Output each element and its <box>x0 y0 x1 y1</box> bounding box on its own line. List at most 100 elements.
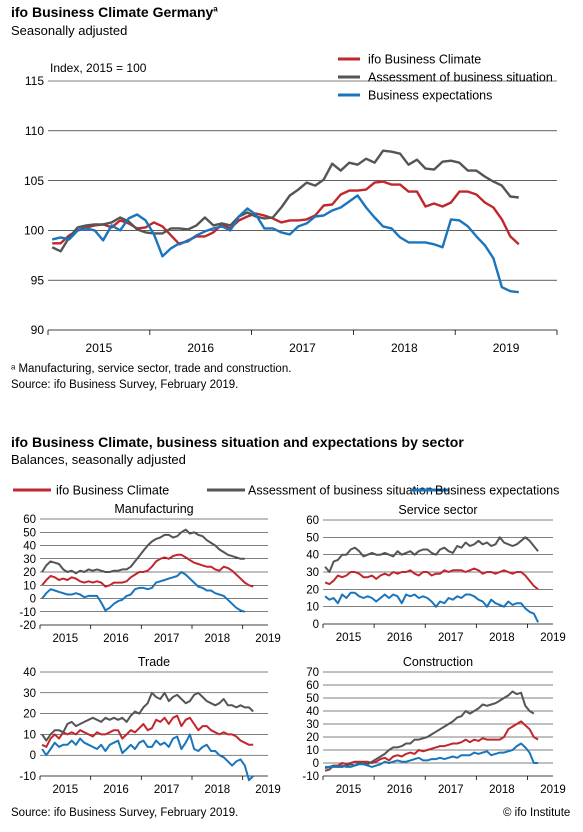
manufacturing-series-ifo-business-climate <box>41 553 254 588</box>
trade-xtick-label: 2017 <box>154 784 180 796</box>
service-sector-ytick-label: 60 <box>306 515 319 527</box>
construction-xtick-label: 2019 <box>540 784 566 796</box>
manufacturing-series-business-expectations <box>41 571 246 613</box>
main-chart-subtitle: Seasonally adjusted <box>11 23 128 38</box>
main-ytick-label: 95 <box>31 273 45 287</box>
manufacturing-xtick-label: 2018 <box>205 633 231 645</box>
trade-xtick-label: 2016 <box>103 784 129 796</box>
sector-charts-source: Source: ifo Business Survey, February 20… <box>11 807 239 819</box>
main-xtick-label: 2017 <box>289 341 316 355</box>
main-xtick-label: 2015 <box>86 341 113 355</box>
service-sector-ytick-label: 40 <box>306 550 319 562</box>
trade-series-assessment-of-business-situation <box>41 691 254 742</box>
manufacturing-ytick-label: 0 <box>30 594 36 606</box>
manufacturing-ytick-label: 10 <box>23 580 36 592</box>
manufacturing-ytick-label: 50 <box>23 527 36 539</box>
main-ytick-label: 115 <box>25 74 44 88</box>
main-chart-title-superscript: a <box>213 4 218 14</box>
trade-xtick-label: 2015 <box>53 784 79 796</box>
service-sector-panel-title: Service sector <box>398 503 477 517</box>
construction-xtick-label: 2017 <box>438 784 464 796</box>
main-chart: 90 95 100 105 110 115 2015 2016 2017 2018 2019 Inde… <box>24 53 558 355</box>
main-ytick-label: 110 <box>25 124 44 138</box>
construction-ytick-label: 30 <box>306 719 319 731</box>
manufacturing-ytick-label: 60 <box>23 514 36 526</box>
service-sector-series-ifo-business-climate <box>324 567 539 591</box>
construction-ytick-label: 70 <box>306 667 319 679</box>
main-legend-label-business-expectations: Business expectations <box>368 89 492 103</box>
service-sector-xtick-label: 2015 <box>336 632 362 644</box>
service-sector-ytick-label: 50 <box>306 532 319 544</box>
sector-charts-subtitle: Balances, seasonally adjusted <box>11 452 186 467</box>
copyright-notice: © ifo Institute <box>503 807 571 819</box>
construction-xtick-label: 2018 <box>489 784 515 796</box>
main-chart-footnote: ᵃ Manufacturing, service sector, trade a… <box>11 363 292 375</box>
sector-legend-label-assessment-of-business-situation: Assessment of business situation <box>248 484 433 498</box>
trade-ytick-label: 20 <box>23 709 36 721</box>
construction-ytick-label: -10 <box>302 771 319 783</box>
construction-ytick-label: 20 <box>306 732 319 744</box>
service-sector-ytick-label: 30 <box>306 567 319 579</box>
construction-xtick-label: 2016 <box>387 784 413 796</box>
trade-xtick-label: 2019 <box>255 784 281 796</box>
main-ylabel: Index, 2015 = 100 <box>50 61 147 75</box>
manufacturing-ytick-label: 40 <box>23 541 36 553</box>
main-xtick-label: 2018 <box>391 341 418 355</box>
main-xtick-label: 2016 <box>187 341 214 355</box>
service-sector-series-assessment-of-business-situation <box>324 536 539 573</box>
main-ytick-label: 105 <box>24 174 44 188</box>
trade-ytick-label: 30 <box>23 688 36 700</box>
main-xtick-label: 2019 <box>493 341 520 355</box>
construction-ytick-label: 60 <box>306 680 319 692</box>
main-series-business-expectations <box>51 194 519 294</box>
trade-xtick-label: 2018 <box>205 784 231 796</box>
trade-ytick-label: 0 <box>30 750 36 762</box>
construction-series-assessment-of-business-situation <box>324 690 535 772</box>
construction-ytick-label: 50 <box>306 693 319 705</box>
trade-ytick-label: 40 <box>23 667 36 679</box>
main-series-assessment-of-business-situation <box>51 149 519 253</box>
service-sector-xtick-label: 2018 <box>489 632 515 644</box>
manufacturing-xtick-label: 2019 <box>255 633 281 645</box>
sector-charts-title: ifo Business Climate, business situation… <box>11 434 464 450</box>
main-ytick-label: 100 <box>24 224 44 238</box>
trade-ytick-label: 10 <box>23 729 36 741</box>
main-ytick-label: 90 <box>31 323 45 337</box>
construction-panel-title: Construction <box>403 655 473 669</box>
construction-series-ifo-business-climate <box>324 720 539 770</box>
manufacturing-ytick-label: -20 <box>19 620 36 632</box>
trade-ytick-label: -10 <box>19 771 36 783</box>
construction-series-business-expectations <box>325 742 539 768</box>
main-chart-source: Source: ifo Business Survey, February 20… <box>11 379 239 391</box>
manufacturing-xtick-label: 2015 <box>53 633 79 645</box>
construction-ytick-label: 40 <box>306 706 319 718</box>
main-legend-label-assessment-of-business-situation: Assessment of business situation <box>368 71 553 85</box>
service-sector-xtick-label: 2016 <box>387 632 413 644</box>
main-legend-label-ifo-business-climate: ifo Business Climate <box>368 53 481 67</box>
sector-legend-label-business-expectations: Business expectations <box>435 484 559 498</box>
service-sector-xtick-label: 2017 <box>438 632 464 644</box>
manufacturing-ytick-label: 30 <box>23 554 36 566</box>
construction-ytick-label: 10 <box>306 745 319 757</box>
service-sector-series-business-expectations <box>324 591 539 623</box>
construction-ytick-label: 0 <box>313 758 319 770</box>
trade-panel-title: Trade <box>138 655 170 669</box>
manufacturing-series-assessment-of-business-situation <box>41 528 245 575</box>
trade-series-ifo-business-climate <box>41 714 254 748</box>
manufacturing-ytick-label: 20 <box>23 567 36 579</box>
manufacturing-xtick-label: 2016 <box>103 633 129 645</box>
manufacturing-ytick-label: -10 <box>19 607 36 619</box>
manufacturing-xtick-label: 2017 <box>154 633 180 645</box>
service-sector-ytick-label: 10 <box>306 602 319 614</box>
construction-xtick-label: 2015 <box>336 784 362 796</box>
service-sector-ytick-label: 20 <box>306 584 319 596</box>
manufacturing-panel-title: Manufacturing <box>114 502 193 516</box>
main-chart-title: ifo Business Climate Germanya <box>11 4 218 20</box>
service-sector-ytick-label: 0 <box>313 619 319 631</box>
service-sector-xtick-label: 2019 <box>540 632 566 644</box>
trade-series-business-expectations <box>41 733 254 782</box>
main-chart-title-text: ifo Business Climate Germany <box>11 4 214 20</box>
sector-legend-label-ifo-business-climate: ifo Business Climate <box>56 484 169 498</box>
